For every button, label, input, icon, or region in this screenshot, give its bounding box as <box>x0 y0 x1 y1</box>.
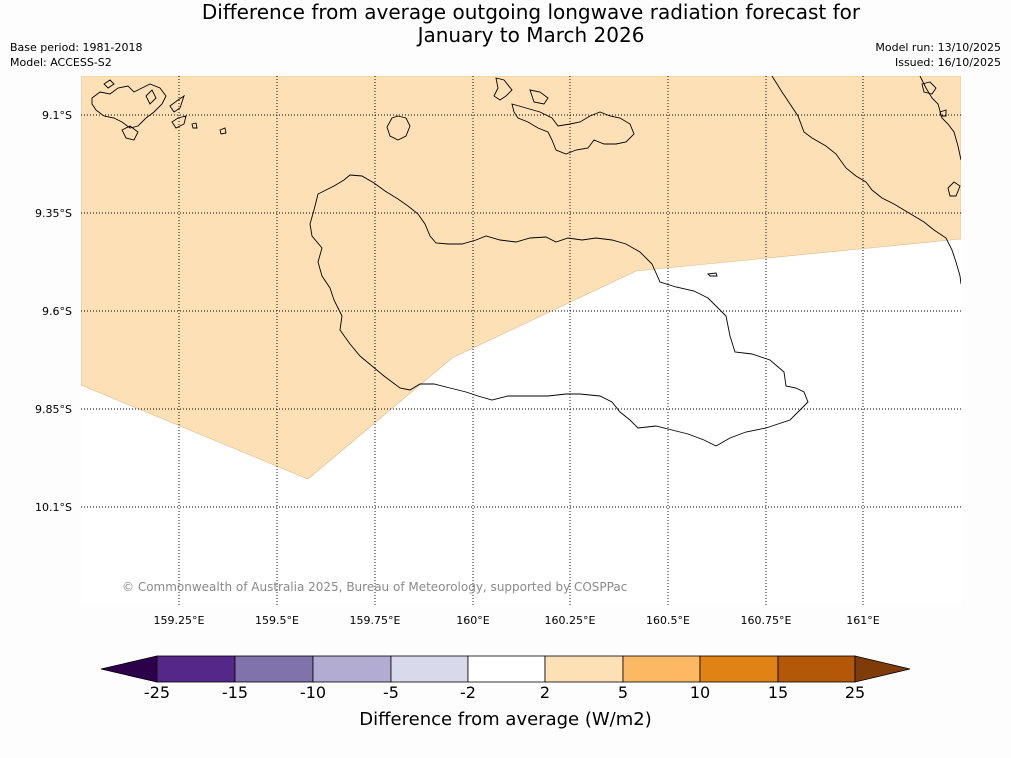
colorbar-tick: -2 <box>460 683 476 702</box>
colorbar-segment <box>777 655 856 683</box>
lon-label: 159.25°E <box>154 614 205 627</box>
colorbar-segment <box>544 655 624 683</box>
coastline-nggela-islands <box>493 77 635 155</box>
coastline-malaita <box>771 76 961 285</box>
lat-label: 9.35°S <box>35 207 72 220</box>
colorbar-extend-min <box>100 655 158 683</box>
colorbar-tick: 10 <box>689 683 711 702</box>
coastline-savo <box>386 115 411 141</box>
latitude-labels: 9.1°S 9.35°S 9.6°S 9.85°S 10.1°S <box>35 109 72 514</box>
colorbar-tick: 5 <box>617 683 629 702</box>
coastlines <box>91 76 961 447</box>
title-line-1: Difference from average outgoing longwav… <box>201 0 861 24</box>
colorbar-tick: 15 <box>767 683 789 702</box>
lat-label: 9.85°S <box>35 403 72 416</box>
anomaly-shaded-area <box>81 76 961 480</box>
colorbar-segment <box>467 655 546 683</box>
colorbar-tick: 2 <box>539 683 551 702</box>
chart-title: Difference from average outgoing longwav… <box>0 1 1011 47</box>
colorbar-tick: 25 <box>844 683 866 702</box>
copyright-notice: © Commonwealth of Australia 2025, Bureau… <box>122 580 628 594</box>
lon-label: 159.5°E <box>255 614 299 627</box>
colorbar-tick: -5 <box>383 683 399 702</box>
base-period: Base period: 1981-2018 <box>10 41 143 54</box>
lat-label: 10.1°S <box>35 501 72 514</box>
lon-label: 159.75°E <box>350 614 401 627</box>
colorbar-extend-max <box>854 655 911 683</box>
coastline-russell-islands <box>91 79 227 141</box>
colorbar-segment <box>156 655 236 683</box>
lon-label: 160.25°E <box>545 614 596 627</box>
colorbar-segment <box>234 655 314 683</box>
issued-date: Issued: 16/10/2025 <box>894 56 1001 69</box>
map: 9.1°S 9.35°S 9.6°S 9.85°S 10.1°S 159.25°… <box>35 76 961 627</box>
lat-label: 9.1°S <box>42 109 72 122</box>
colorbar-segment <box>699 655 779 683</box>
lon-label: 160.75°E <box>741 614 792 627</box>
longitude-labels: 159.25°E 159.5°E 159.75°E 160°E 160.25°E… <box>154 614 880 627</box>
meta-right: Model run: 13/10/2025 Issued: 16/10/2025 <box>875 40 1001 70</box>
title-line-2: January to March 2026 <box>417 23 645 47</box>
lon-label: 160°E <box>456 614 489 627</box>
meta-left: Base period: 1981-2018 Model: ACCESS-S2 <box>10 40 142 70</box>
model-run: Model run: 13/10/2025 <box>875 41 1001 54</box>
lon-label: 160.5°E <box>646 614 690 627</box>
graticule <box>81 76 961 606</box>
coastline-malaita-north <box>919 76 961 197</box>
lon-label: 161°E <box>846 614 879 627</box>
coastline-guadalcanal <box>309 174 809 447</box>
colorbar-tick: -25 <box>143 683 171 702</box>
colorbar-label: Difference from average (W/m2) <box>359 709 652 730</box>
colorbar-segment <box>390 655 469 683</box>
coastline-islet-east <box>707 272 718 277</box>
colorbar <box>100 655 911 683</box>
model-name: Model: ACCESS-S2 <box>10 56 112 69</box>
colorbar-tick: -15 <box>221 683 249 702</box>
colorbar-ticks: -25 -15 -10 -5 -2 2 5 10 15 25 <box>0 684 1011 704</box>
colorbar-segment <box>312 655 392 683</box>
colorbar-tick: -10 <box>299 683 327 702</box>
lat-label: 9.6°S <box>42 305 72 318</box>
colorbar-segment <box>622 655 701 683</box>
